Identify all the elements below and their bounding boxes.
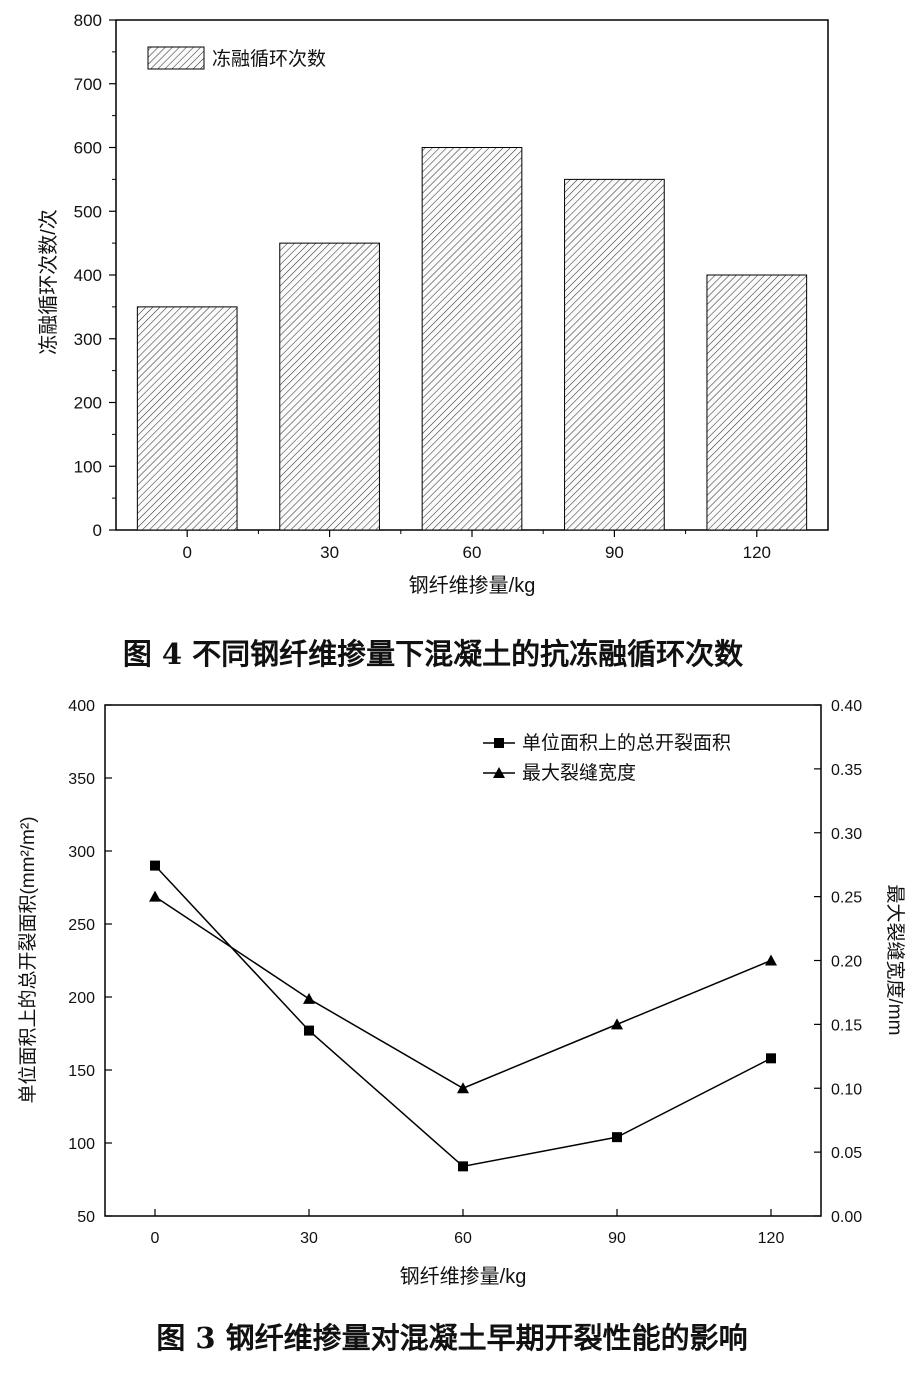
x-axis-title: 钢纤维掺量/kg — [409, 574, 536, 597]
legend: 单位面积上的总开裂面积 最大裂缝宽度 — [483, 732, 731, 784]
y-tick-label: 800 — [74, 11, 102, 30]
x-tick-label: 60 — [463, 543, 482, 562]
x-tick-label: 60 — [454, 1230, 472, 1247]
y-right-tick-label: 0.00 — [831, 1209, 862, 1226]
y-right-tick-label: 0.25 — [831, 890, 862, 907]
x-tick-label: 30 — [300, 1230, 318, 1247]
triangle-data-point — [611, 1018, 623, 1030]
y-right-tick-label: 0.10 — [831, 1081, 862, 1098]
y-left-tick-label: 200 — [68, 990, 95, 1007]
bar — [279, 242, 380, 531]
legend-label: 最大裂缝宽度 — [522, 762, 636, 784]
x-axis-title: 钢纤维掺量/kg — [400, 1265, 527, 1288]
square-data-point — [766, 1053, 776, 1064]
bar — [136, 306, 238, 531]
line-series — [149, 860, 777, 1172]
bar — [564, 178, 665, 531]
triangle-data-point — [765, 954, 777, 966]
square-data-point — [304, 1025, 314, 1036]
y-left-tick-label: 150 — [68, 1063, 95, 1080]
y-right-tick-label: 0.30 — [831, 826, 862, 843]
square-marker-icon — [494, 738, 504, 748]
y-tick-label: 400 — [74, 266, 102, 285]
x-tick-label: 120 — [743, 543, 771, 562]
y-right-tick-label: 0.20 — [831, 954, 862, 971]
y-axis-right: 0.00 0.05 0.10 0.15 0.20 0.25 0.30 0.35 0.40 — [814, 698, 862, 1226]
y-tick-label: 0 — [93, 521, 102, 540]
x-tick-label: 0 — [182, 543, 191, 562]
square-data-point — [150, 860, 160, 871]
legend: 冻融循环次数 — [147, 46, 326, 70]
bar-series — [136, 147, 808, 531]
y-axis-left: 50 100 150 200 250 300 350 400 — [68, 698, 112, 1226]
y-left-tick-label: 100 — [68, 1136, 95, 1153]
figure-4-bar-chart: 0 100 200 300 400 500 600 700 800 0 30 60 90 120 冻融循… — [37, 11, 829, 671]
figure-3-caption: 图 3 钢纤维掺量对混凝土早期开裂性能的影响 — [156, 1321, 747, 1355]
max-crack-width-line — [154, 896, 772, 1090]
x-tick-label: 90 — [608, 1230, 626, 1247]
square-data-point — [612, 1132, 622, 1143]
y-right-tick-label: 0.05 — [831, 1145, 862, 1162]
x-tick-label: 90 — [605, 543, 624, 562]
x-tick-label: 0 — [151, 1230, 160, 1247]
y-left-tick-label: 250 — [68, 917, 95, 934]
y-left-tick-label: 400 — [68, 698, 95, 715]
figure-4-caption: 图 4 不同钢纤维掺量下混凝土的抗冻融循环次数 — [123, 637, 744, 671]
bar — [706, 274, 808, 531]
x-tick-label: 120 — [758, 1230, 785, 1247]
y-right-tick-label: 0.15 — [831, 1017, 862, 1034]
x-tick-label: 30 — [320, 543, 339, 562]
y-tick-label: 300 — [74, 330, 102, 349]
y-left-tick-label: 350 — [68, 771, 95, 788]
square-data-point — [458, 1161, 468, 1172]
y-tick-label: 100 — [74, 457, 102, 476]
bar — [421, 147, 523, 531]
triangle-marker-icon — [493, 767, 505, 778]
y-tick-label: 700 — [74, 75, 102, 94]
y-left-tick-label: 300 — [68, 844, 95, 861]
y-axis-left-title: 单位面积上的总开裂面积(mm²/m²) — [17, 816, 39, 1103]
legend-label: 单位面积上的总开裂面积 — [522, 732, 731, 754]
legend-entry-crack-area: 单位面积上的总开裂面积 — [483, 732, 731, 754]
legend-label: 冻融循环次数 — [212, 48, 326, 70]
y-tick-label: 500 — [74, 202, 102, 221]
triangle-data-point — [303, 992, 315, 1004]
y-tick-label: 600 — [74, 139, 102, 158]
y-left-tick-label: 50 — [77, 1209, 95, 1226]
y-axis-title: 冻融循环次数/次 — [37, 209, 60, 355]
legend-entry-max-crack-width: 最大裂缝宽度 — [483, 762, 636, 784]
plot-frame — [104, 704, 822, 1217]
triangle-data-point — [457, 1082, 469, 1094]
y-axis-right-title: 最大裂缝宽度/mm — [884, 885, 906, 1036]
y-tick-label: 200 — [74, 394, 102, 413]
legend-swatch — [147, 46, 205, 70]
x-axis: 0 30 60 90 120 — [182, 530, 771, 562]
y-right-tick-label: 0.40 — [831, 698, 862, 715]
x-axis: 0 30 60 90 120 — [151, 1209, 785, 1247]
y-axis: 0 100 200 300 400 500 600 700 800 — [74, 11, 116, 540]
crack-area-line — [154, 865, 772, 1168]
y-right-tick-label: 0.35 — [831, 762, 862, 779]
triangle-data-point — [149, 890, 161, 902]
